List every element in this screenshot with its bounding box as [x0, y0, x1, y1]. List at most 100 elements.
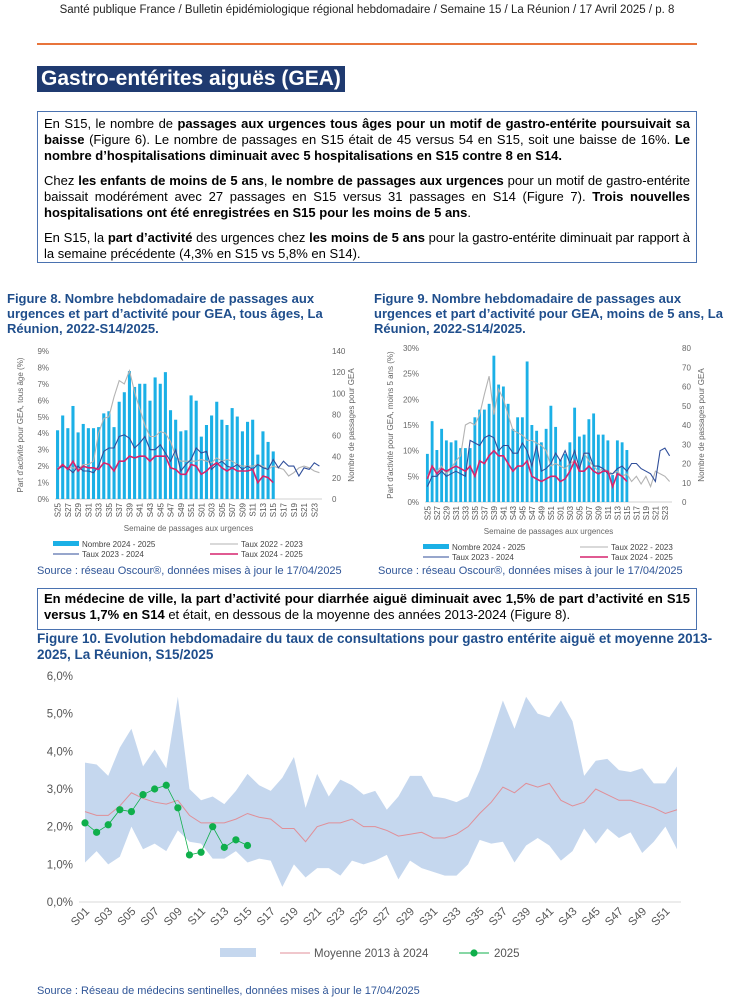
y-tick-label: 7%: [37, 380, 49, 389]
x-tick-label: S29: [74, 502, 83, 517]
x-tick-label: S39: [490, 505, 499, 520]
x-tick-label: S23: [325, 906, 348, 929]
y2-tick-label: 100: [332, 389, 346, 398]
x-tick-label: S19: [278, 906, 301, 929]
x-tick-label: S21: [651, 505, 660, 520]
series-line-taux_2023: [57, 434, 320, 478]
legend-label: Taux 2023 - 2024: [82, 550, 144, 559]
y2-tick-label: 0: [682, 498, 687, 507]
bar: [596, 434, 600, 502]
x-tick-label: S45: [580, 906, 603, 929]
bar: [199, 436, 203, 499]
point-2025: [185, 851, 194, 859]
y2-tick-label: 20: [332, 474, 341, 483]
bar: [251, 419, 255, 499]
x-tick-label: S51: [187, 502, 196, 517]
bar: [430, 421, 434, 502]
bar: [71, 405, 75, 499]
y2-tick-label: 10: [682, 479, 691, 488]
x-tick-label: S11: [604, 505, 613, 519]
series-line-taux_2022: [426, 376, 671, 489]
bar: [266, 441, 270, 499]
x-tick-label: S03: [208, 502, 217, 517]
series-line-taux_2024: [57, 455, 274, 485]
figure-10-title: Figure 10. Evolution hebdomadaire du tau…: [37, 631, 713, 662]
x-tick-label: S49: [177, 502, 186, 517]
point-2025: [197, 848, 205, 856]
x-tick-label: S21: [301, 906, 324, 929]
x-tick-label: S37: [115, 502, 124, 517]
y-tick-label: 1%: [37, 479, 49, 488]
point-2025: [151, 785, 159, 793]
y2-tick-label: 40: [332, 453, 341, 462]
x-tick-label: S29: [394, 906, 417, 929]
bar: [210, 415, 214, 499]
bar: [535, 430, 539, 502]
bar: [620, 442, 624, 502]
x-tick-label: S37: [487, 906, 510, 929]
y-tick-label: 9%: [37, 347, 49, 356]
x-tick-label: S43: [509, 505, 518, 520]
text: des urgences chez: [192, 230, 310, 245]
bar: [179, 431, 183, 499]
figure-9-source: Source : réseau Oscour®, données mises à…: [378, 565, 683, 577]
y-tick-label: 0,0%: [47, 897, 73, 909]
x-tick-label: S17: [632, 505, 641, 520]
figure-8-title: Figure 8. Nombre hebdomadaire de passage…: [7, 291, 323, 336]
text: pour la gastro-entérite diminuait par ra…: [44, 230, 690, 261]
y-tick-label: 15%: [403, 421, 419, 430]
figure-10-chart: 0,0% 1,0% 2,0% 3,0% 4,0% 5,0% 6,0% S01 S03 S05 S07…: [47, 671, 681, 960]
bar: [592, 413, 596, 502]
bold-text: les enfants de moins de 5 ans: [78, 173, 264, 188]
x-axis-title: Semaine de passages aux urgences: [484, 527, 613, 536]
x-tick-label: S47: [603, 906, 626, 929]
text: ,: [263, 173, 272, 188]
y-tick-label: 2%: [37, 462, 49, 471]
x-tick-label: S33: [461, 505, 470, 520]
y-tick-label: 4,0%: [47, 746, 73, 758]
section-title: Gastro-entérites aiguës (GEA): [37, 66, 345, 92]
bold-text: les moins de 5 ans: [309, 230, 425, 245]
y2-tick-label: 50: [682, 402, 691, 411]
x-tick-label: S45: [518, 505, 527, 520]
legend-label: Taux 2024 - 2025: [241, 550, 303, 559]
text: et était, en dessous de la moyenne des a…: [164, 607, 571, 622]
point-2025: [174, 804, 182, 812]
y-axis-title: Part d'activité pour GEA, tous âge (%): [16, 357, 25, 492]
x-tick-label: S01: [197, 502, 206, 517]
y-tick-label: 8%: [37, 363, 49, 372]
y2-tick-label: 120: [332, 368, 346, 377]
x-tick-label: S35: [471, 505, 480, 520]
x-tick-label: S09: [238, 502, 247, 517]
x-tick-label: S25: [54, 502, 63, 517]
bar: [86, 428, 90, 499]
x-tick-label: S31: [84, 502, 93, 517]
x-tick-label: S07: [139, 906, 162, 929]
figure-9-title: Figure 9. Nombre hebdomadaire de passage…: [374, 291, 723, 336]
point-2025: [243, 841, 252, 850]
y2-tick-label: 80: [682, 344, 691, 353]
x-tick-label: S27: [64, 502, 73, 517]
x-tick-label: S07: [228, 502, 237, 517]
legend-swatch-band: [220, 948, 256, 957]
bar: [554, 426, 558, 502]
figure-8-source: Source : réseau Oscour®, données mises à…: [37, 565, 342, 577]
x-tick-label: S31: [452, 505, 461, 520]
x-tick-label: S23: [310, 502, 319, 517]
bold-text: part d’activité: [107, 230, 193, 245]
bar: [189, 395, 193, 499]
min-max-band: [85, 696, 677, 887]
bar: [215, 401, 219, 499]
bar: [153, 377, 157, 499]
y-tick-label: 30%: [403, 344, 419, 353]
y2-axis-title: Nombre de passages pour GEA: [347, 368, 356, 482]
point-2025: [127, 808, 136, 816]
y2-tick-label: 70: [682, 363, 691, 372]
x-tick-label: S35: [464, 906, 487, 929]
x-tick-label: S29: [442, 505, 451, 520]
point-2025: [104, 821, 112, 829]
x-tick-label: S41: [499, 505, 508, 520]
x-tick-label: S01: [556, 505, 565, 520]
x-tick-label: S33: [95, 502, 104, 517]
